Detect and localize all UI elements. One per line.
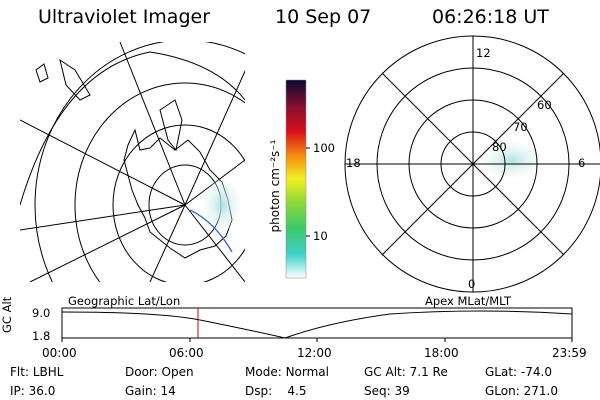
mlt-line-diag: [381, 72, 565, 256]
x-tick-1800: 18:00: [424, 346, 459, 360]
x-tick-1200: 12:00: [297, 346, 332, 360]
lat-label-60: 60: [537, 98, 552, 112]
lat-circle: [34, 42, 245, 282]
meta-glat: GLat: -74.0: [485, 365, 552, 379]
peninsula-coast: [159, 99, 183, 152]
antarctica-coast: [123, 128, 233, 259]
altitude-curve: [61, 310, 573, 339]
meta-gc-alt: GC Alt: 7.1 Re: [364, 365, 448, 379]
x-tick-0600: 06:00: [169, 346, 204, 360]
timeline-right-label: Apex MLat/MLT: [425, 294, 512, 308]
colorbar-tick-label-100: 100: [313, 141, 335, 155]
lat-label-70: 70: [513, 120, 528, 134]
timeline-left-label: Geographic Lat/Lon: [68, 294, 181, 308]
meta-door: Door: Open: [125, 365, 194, 379]
satellite-track: [189, 209, 233, 253]
limb-arc: [20, 51, 245, 206]
colorbar-scale: [285, 79, 307, 279]
meta-gain: Gain: 14: [125, 384, 176, 398]
aurora-oval: [482, 142, 542, 178]
timeline-frame: [61, 307, 573, 339]
image-time: 06:26:18 UT: [432, 6, 549, 28]
lat-label-80: 80: [492, 140, 507, 154]
timeline-y-tick-max: 9.0: [32, 306, 51, 320]
aurora-glow: [204, 179, 240, 231]
lat-circle: [112, 124, 245, 282]
mlt-label-0: 0: [468, 277, 476, 291]
x-tick-2359: 23:59: [552, 346, 587, 360]
mlt-label-6: 6: [578, 156, 586, 170]
app-title: Ultraviolet Imager: [38, 6, 211, 28]
meta-flt: Flt: LBHL: [10, 365, 64, 379]
mlt-label-12: 12: [476, 46, 491, 60]
timeline-y-tick-min: 1.8: [32, 329, 51, 343]
lat-circle: [74, 82, 245, 282]
meta-ip: IP: 36.0: [10, 384, 56, 398]
x-tick-0000: 00:00: [42, 346, 77, 360]
mlt-label-18: 18: [346, 156, 361, 170]
south-america-coast: [59, 58, 91, 101]
colorbar-tick-label-10: 10: [313, 229, 328, 243]
meta-glon: GLon: 271.0: [485, 384, 558, 398]
meta-seq: Seq: 39: [364, 384, 410, 398]
island-coast: [35, 63, 49, 83]
meta-dsp: Dsp: 4.5: [245, 384, 307, 398]
image-date: 10 Sep 07: [275, 6, 372, 28]
meta-mode: Mode: Normal: [245, 365, 329, 379]
